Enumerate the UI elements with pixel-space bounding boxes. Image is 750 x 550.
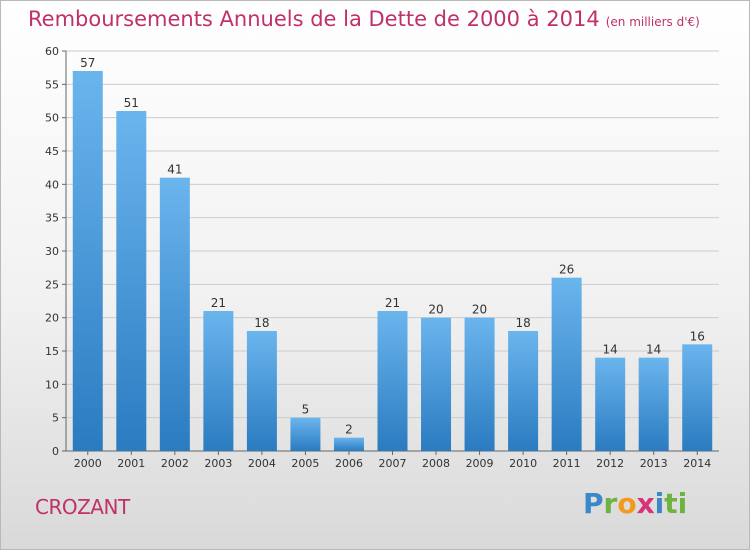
logo-letter: o bbox=[617, 487, 637, 520]
bar-2014 bbox=[682, 344, 713, 451]
logo-letter: x bbox=[636, 487, 655, 520]
y-tick-label: 25 bbox=[45, 278, 59, 291]
chart-subtitle: (en milliers d'€) bbox=[605, 15, 700, 29]
x-tick-label-2008: 2008 bbox=[422, 457, 450, 470]
data-label-2005: 5 bbox=[302, 403, 310, 417]
y-tick-label: 10 bbox=[45, 378, 59, 391]
bar-2011 bbox=[551, 277, 582, 451]
x-tick-label-2012: 2012 bbox=[596, 457, 624, 470]
data-label-2007: 21 bbox=[385, 296, 400, 310]
data-label-2011: 26 bbox=[559, 263, 574, 277]
data-label-2013: 14 bbox=[646, 343, 661, 357]
data-label-2012: 14 bbox=[603, 343, 618, 357]
bar-2002 bbox=[159, 177, 190, 451]
bar-2003 bbox=[203, 311, 234, 451]
y-tick-label: 60 bbox=[45, 45, 59, 58]
logo-letter: r bbox=[603, 487, 618, 520]
data-label-2003: 21 bbox=[211, 296, 226, 310]
bar-2005 bbox=[290, 417, 321, 451]
bars bbox=[72, 71, 713, 451]
x-tick-label-2014: 2014 bbox=[683, 457, 711, 470]
x-tick-label-2007: 2007 bbox=[379, 457, 407, 470]
chart-title-text: Remboursements Annuels de la Dette de 20… bbox=[28, 7, 600, 31]
logo-letter: P bbox=[583, 487, 604, 520]
proxiti-logo[interactable]: Proxiti bbox=[583, 487, 687, 520]
commune-name: CROZANT bbox=[35, 495, 130, 519]
data-label-2009: 20 bbox=[472, 303, 487, 317]
data-label-2004: 18 bbox=[254, 316, 269, 330]
data-labels: 57 51 41 21 18 5 2 21 20 20 18 26 14 14 16 bbox=[80, 56, 705, 437]
data-label-2001: 51 bbox=[124, 96, 139, 110]
logo-letter: i bbox=[654, 487, 665, 520]
y-tick-labels: 0 5 10 15 20 25 30 35 40 45 50 55 60 bbox=[45, 45, 59, 458]
data-label-2008: 20 bbox=[428, 303, 443, 317]
y-tick-label: 50 bbox=[45, 112, 59, 125]
y-tick-label: 5 bbox=[52, 412, 59, 425]
bar-2007 bbox=[377, 311, 408, 451]
x-tick-label-2004: 2004 bbox=[248, 457, 276, 470]
y-tick-label: 0 bbox=[52, 445, 59, 458]
x-tick-label-2013: 2013 bbox=[640, 457, 668, 470]
y-tick-label: 45 bbox=[45, 145, 59, 158]
x-tick-label-2001: 2001 bbox=[117, 457, 145, 470]
data-label-2002: 41 bbox=[167, 163, 182, 177]
x-tick-label-2002: 2002 bbox=[161, 457, 189, 470]
data-label-2010: 18 bbox=[515, 316, 530, 330]
x-tick-label-2006: 2006 bbox=[335, 457, 363, 470]
chart-title: Remboursements Annuels de la Dette de 20… bbox=[28, 7, 700, 31]
y-tick-label: 15 bbox=[45, 345, 59, 358]
y-tick-label: 30 bbox=[45, 245, 59, 258]
bar-2012 bbox=[595, 357, 626, 451]
y-tick-label: 55 bbox=[45, 78, 59, 91]
x-tick-labels: 2000 2001 2002 2003 2004 2005 2006 2007 2008 2009… bbox=[74, 457, 711, 470]
bar-2010 bbox=[508, 331, 539, 451]
data-label-2000: 57 bbox=[80, 56, 95, 70]
bar-2009 bbox=[464, 317, 495, 451]
data-label-2006: 2 bbox=[345, 423, 353, 437]
bar-2001 bbox=[116, 111, 147, 451]
x-tick-label-2003: 2003 bbox=[204, 457, 232, 470]
bar-2006 bbox=[333, 437, 364, 451]
logo-letter: ti bbox=[664, 487, 688, 520]
y-tick-label: 40 bbox=[45, 178, 59, 191]
bar-2013 bbox=[638, 357, 669, 451]
bar-2004 bbox=[246, 331, 277, 451]
x-tick-label-2011: 2011 bbox=[553, 457, 581, 470]
x-tick-label-2009: 2009 bbox=[466, 457, 494, 470]
bar-2000 bbox=[72, 71, 103, 451]
x-tick-label-2000: 2000 bbox=[74, 457, 102, 470]
x-tick-label-2005: 2005 bbox=[291, 457, 319, 470]
bar-2008 bbox=[421, 317, 452, 451]
y-tick-label: 35 bbox=[45, 212, 59, 225]
y-tick-label: 20 bbox=[45, 312, 59, 325]
x-tick-label-2010: 2010 bbox=[509, 457, 537, 470]
data-label-2014: 16 bbox=[690, 329, 705, 343]
